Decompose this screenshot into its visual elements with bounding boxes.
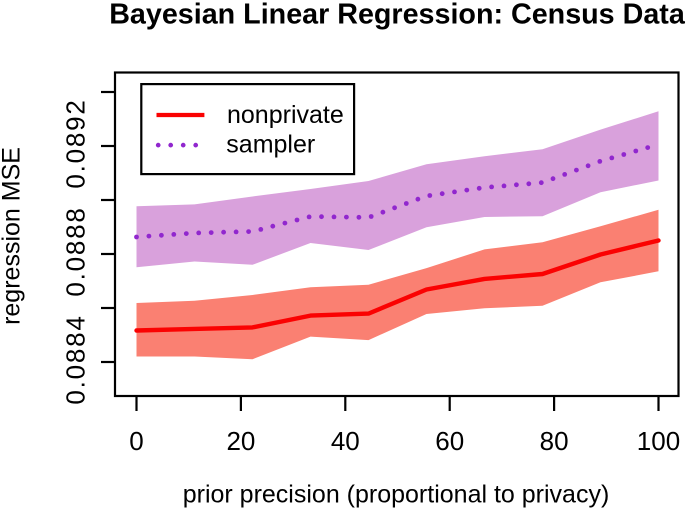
svg-text:Bayesian Linear Regression: Ce: Bayesian Linear Regression: Census Data bbox=[109, 0, 686, 31]
svg-text:0.0892: 0.0892 bbox=[61, 98, 91, 188]
svg-text:sampler: sampler bbox=[226, 131, 315, 159]
svg-text:40: 40 bbox=[331, 426, 360, 456]
svg-text:80: 80 bbox=[540, 426, 569, 456]
svg-text:regression MSE: regression MSE bbox=[0, 147, 26, 325]
svg-text:0.0884: 0.0884 bbox=[61, 314, 91, 404]
svg-text:20: 20 bbox=[226, 426, 255, 456]
svg-text:0: 0 bbox=[129, 426, 143, 456]
svg-text:prior precision (proportional: prior precision (proportional to privacy… bbox=[183, 481, 610, 509]
svg-text:nonprivate: nonprivate bbox=[227, 101, 344, 129]
svg-text:0.0888: 0.0888 bbox=[61, 206, 91, 296]
svg-text:60: 60 bbox=[435, 426, 464, 456]
svg-text:100: 100 bbox=[637, 426, 680, 456]
